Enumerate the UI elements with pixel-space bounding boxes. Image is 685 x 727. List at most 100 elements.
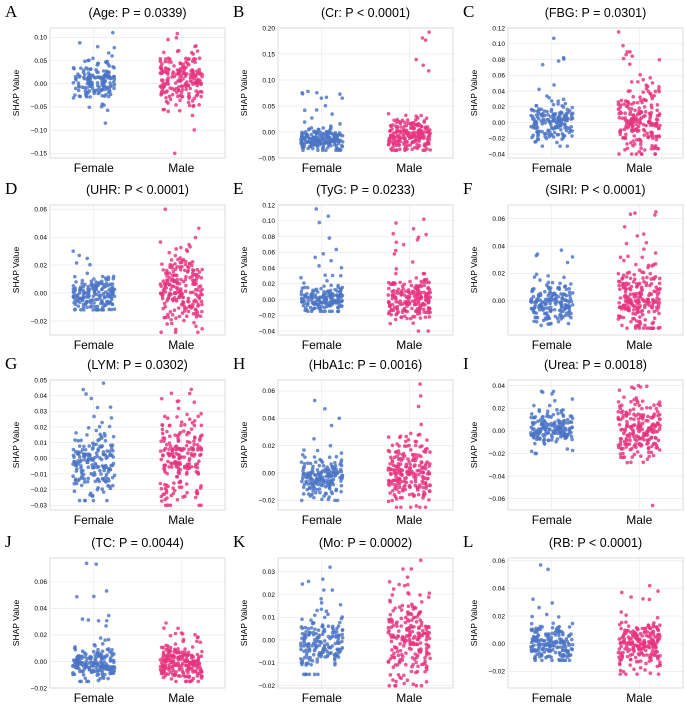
data-point	[533, 635, 538, 640]
panel-title: (TyG: P = 0.0233)	[316, 183, 415, 197]
data-point	[315, 608, 319, 613]
data-point	[637, 422, 642, 427]
data-point	[530, 637, 535, 641]
data-point	[163, 482, 167, 487]
data-point	[561, 639, 566, 644]
data-point	[412, 134, 416, 139]
data-point	[620, 323, 624, 328]
x-category-label: Male	[626, 338, 652, 352]
data-point	[95, 652, 100, 656]
data-point	[163, 446, 168, 451]
data-point	[651, 638, 656, 643]
data-point	[546, 314, 550, 319]
plot-frame	[507, 557, 684, 689]
data-point	[188, 79, 193, 83]
data-point	[340, 473, 345, 478]
data-point	[76, 450, 80, 454]
data-point	[649, 146, 654, 151]
data-point	[533, 441, 537, 446]
data-point	[172, 663, 176, 668]
data-point	[323, 655, 327, 659]
data-point	[618, 417, 623, 422]
data-point	[569, 414, 574, 419]
data-point	[624, 629, 629, 633]
data-point	[403, 487, 408, 492]
data-point	[300, 617, 304, 622]
data-point	[184, 283, 188, 288]
data-point	[111, 30, 115, 35]
data-point	[100, 102, 105, 106]
data-point	[315, 660, 320, 664]
data-point	[546, 306, 550, 310]
data-point	[637, 149, 642, 154]
data-point	[427, 280, 431, 285]
data-point	[186, 309, 191, 314]
data-point	[199, 503, 203, 508]
data-point	[318, 306, 322, 311]
data-point	[103, 466, 107, 470]
data-point	[624, 620, 628, 624]
y-tick-label: 0.04	[34, 234, 47, 241]
data-point	[542, 109, 547, 113]
y-tick-label: 0.04	[262, 416, 275, 423]
data-point	[631, 316, 635, 321]
data-point	[80, 296, 85, 301]
panel-letter: L	[463, 532, 473, 551]
data-point	[409, 480, 414, 484]
data-point	[412, 494, 416, 498]
data-point	[304, 308, 309, 312]
panel-title: (TC: P = 0.0044)	[91, 536, 184, 550]
data-point	[422, 283, 426, 288]
data-point	[616, 317, 621, 321]
data-point	[570, 302, 575, 307]
data-point	[105, 85, 109, 89]
data-point	[638, 665, 643, 670]
data-point	[82, 457, 87, 462]
data-point	[530, 288, 535, 293]
data-point	[200, 327, 204, 331]
data-point	[616, 400, 621, 404]
panel-title: (Urea: P = 0.0018)	[544, 358, 647, 372]
data-point	[336, 470, 341, 474]
data-point	[409, 669, 414, 674]
panel-g: 0.050.040.030.020.010.00−0.01−0.02−0.03F…	[5, 354, 226, 527]
data-point	[80, 617, 85, 621]
data-point	[621, 43, 625, 48]
data-point	[194, 324, 198, 329]
data-point	[399, 608, 404, 612]
data-point	[93, 76, 98, 80]
data-point	[402, 638, 407, 643]
data-point	[617, 637, 622, 641]
data-point	[537, 308, 542, 312]
data-point	[642, 638, 647, 643]
data-point	[625, 142, 629, 146]
data-point	[186, 667, 191, 672]
data-point	[536, 419, 540, 424]
data-point	[393, 683, 398, 688]
data-point	[425, 472, 430, 476]
data-point	[641, 298, 646, 303]
data-point	[418, 650, 423, 654]
data-point	[86, 426, 91, 430]
data-point	[319, 133, 324, 138]
data-point	[165, 322, 169, 326]
data-point	[563, 126, 567, 130]
data-point	[88, 654, 93, 659]
data-point	[337, 131, 342, 135]
data-point	[318, 473, 322, 477]
data-point	[414, 620, 419, 624]
data-point	[556, 615, 561, 619]
data-point	[642, 148, 647, 152]
data-point	[425, 147, 429, 151]
data-point	[78, 661, 83, 665]
data-point	[73, 438, 77, 442]
data-point	[388, 467, 393, 471]
data-point	[86, 460, 90, 465]
data-point	[72, 489, 77, 494]
data-point	[391, 145, 395, 149]
data-point	[557, 657, 561, 662]
data-point	[560, 296, 564, 300]
data-point	[321, 481, 326, 486]
data-point	[339, 489, 343, 494]
data-point	[649, 658, 653, 662]
